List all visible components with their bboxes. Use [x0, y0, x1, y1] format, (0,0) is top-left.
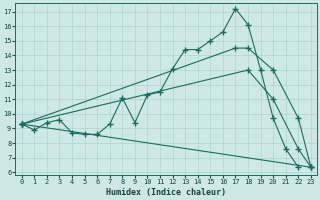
X-axis label: Humidex (Indice chaleur): Humidex (Indice chaleur) [106, 188, 226, 197]
